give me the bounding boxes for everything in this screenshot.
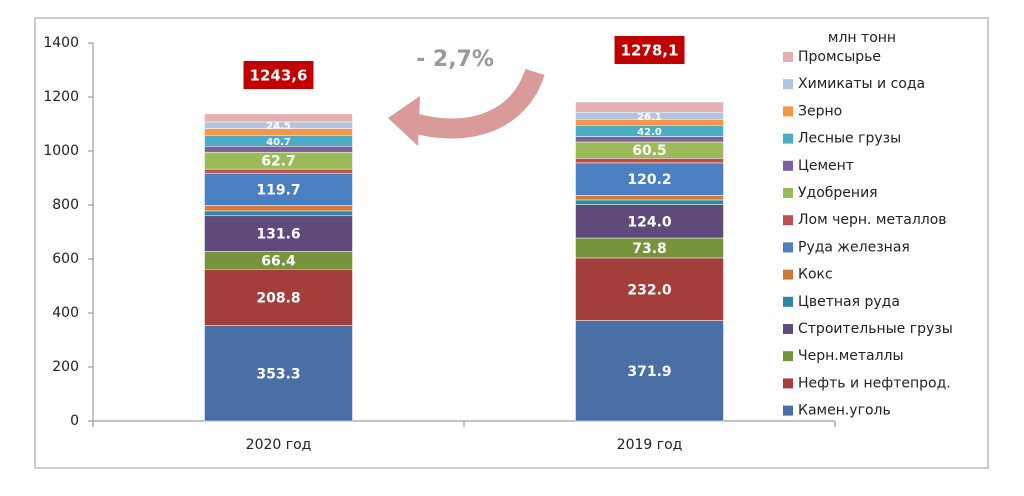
- value-label: 73.8: [632, 241, 667, 257]
- legend-label: Цемент: [798, 158, 854, 174]
- bar-segment: [204, 205, 353, 212]
- legend-swatch: [783, 242, 793, 253]
- total-label: 1243,6: [250, 67, 308, 85]
- value-label: 40.7: [266, 137, 291, 148]
- value-label: 371.9: [627, 364, 671, 380]
- legend-label: Удобрения: [798, 185, 878, 201]
- legend-label: Руда железная: [798, 239, 910, 255]
- bar-segment: [575, 162, 724, 196]
- value-label: 24.5: [266, 121, 291, 132]
- value-label: 353.3: [256, 366, 300, 382]
- value-label: 232.0: [627, 282, 672, 298]
- bar-segment: [204, 172, 353, 206]
- total-box: [614, 36, 685, 64]
- value-label: 119.7: [256, 182, 300, 198]
- bar-segment: [575, 204, 724, 239]
- y-tick-label: 400: [52, 305, 79, 321]
- legend-label: Камен.уголь: [798, 403, 891, 419]
- bar-segment: [204, 325, 353, 422]
- legend-label: Промсырье: [798, 49, 881, 65]
- change-arrow-head: [388, 96, 420, 146]
- y-tick-label: 600: [52, 251, 79, 267]
- y-tick-label: 0: [70, 413, 79, 429]
- bar-segment: [575, 257, 724, 321]
- bar-segment: [204, 113, 353, 123]
- legend-swatch: [783, 269, 793, 280]
- bar-segment: [575, 101, 724, 113]
- value-label: 42.0: [637, 127, 662, 138]
- value-label: 131.6: [256, 227, 300, 243]
- legend-label: Лесные грузы: [798, 131, 901, 147]
- legend-swatch: [783, 188, 793, 198]
- value-label: 26.1: [637, 112, 662, 123]
- legend-swatch: [783, 378, 793, 389]
- value-label: 124.0: [627, 214, 672, 230]
- bar-segment: [204, 268, 353, 326]
- legend-swatch: [783, 405, 793, 416]
- legend-label: Химикаты и сода: [798, 76, 925, 92]
- bar-segment: [204, 210, 353, 217]
- legend-label: Нефть и нефтепрод.: [798, 375, 951, 391]
- y-tick-label: 1000: [43, 143, 79, 159]
- value-label: 120.2: [627, 172, 671, 188]
- legend-swatch: [783, 79, 793, 90]
- x-tick-label: 2019 год: [617, 437, 683, 453]
- bar-segment: [204, 168, 353, 174]
- value-label: 208.8: [256, 290, 300, 306]
- legend-swatch: [783, 324, 793, 334]
- x-tick-label: 2020 год: [246, 437, 312, 453]
- y-tick-label: 800: [52, 197, 79, 213]
- value-label: 66.4: [261, 253, 296, 269]
- legend-label: Черн.металлы: [798, 348, 904, 364]
- legend-label: Цветная руда: [798, 294, 900, 310]
- total-box: [243, 61, 314, 89]
- value-label: 60.5: [632, 143, 667, 159]
- bar-segment: [575, 195, 724, 201]
- legend-label: Лом черн. металлов: [798, 212, 947, 228]
- legend-label: Зерно: [798, 103, 842, 119]
- y-tick-label: 1400: [43, 35, 79, 51]
- change-label: - 2,7%: [416, 47, 494, 72]
- legend-swatch: [783, 215, 793, 226]
- bar-segment: [575, 320, 724, 422]
- legend-swatch: [783, 133, 793, 144]
- bar-segment: [204, 215, 353, 252]
- legend-swatch: [783, 160, 793, 171]
- total-label: 1278,1: [621, 42, 679, 60]
- value-label: 62.7: [261, 154, 296, 170]
- unit-label: млн тонн: [828, 30, 896, 46]
- y-tick-label: 200: [52, 359, 79, 375]
- legend-swatch: [783, 52, 793, 62]
- legend-swatch: [783, 106, 793, 117]
- change-arrow: [407, 68, 545, 139]
- legend-label: Строительные грузы: [798, 321, 953, 337]
- bar-segment: [575, 199, 724, 205]
- y-tick-label: 1200: [43, 89, 79, 105]
- legend-label: Кокс: [798, 267, 833, 283]
- legend-swatch: [783, 351, 793, 362]
- legend-swatch: [783, 296, 793, 307]
- chart-frame: [34, 17, 989, 469]
